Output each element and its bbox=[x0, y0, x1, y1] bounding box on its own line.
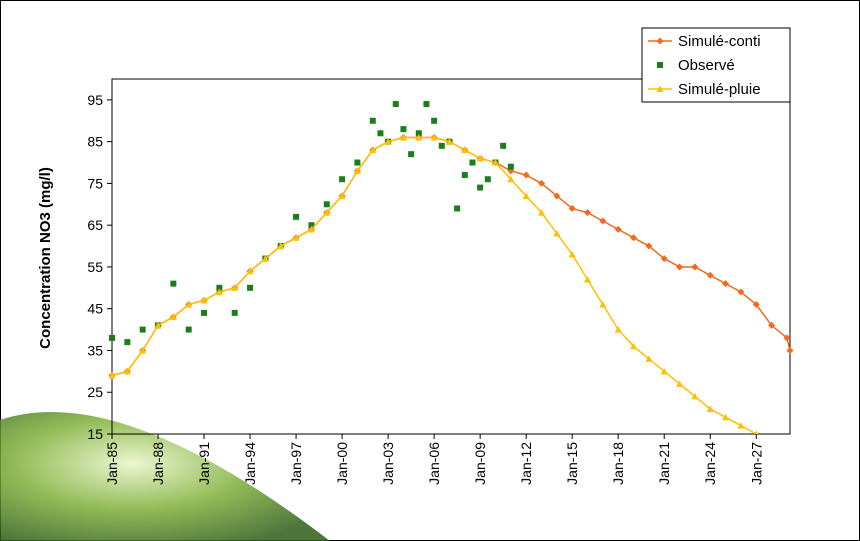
chart: Concentration NO3 (mg/l) 15 25 35 45 55 65 75 8… bbox=[0, 0, 860, 541]
y-tick-label: 45 bbox=[87, 301, 103, 317]
x-tick-label: Jan-85 bbox=[104, 442, 120, 485]
y-tick-label: 25 bbox=[87, 384, 103, 400]
y-tick-label: 95 bbox=[87, 92, 103, 108]
marker bbox=[201, 310, 207, 316]
x-tick-label: Jan-00 bbox=[334, 442, 350, 485]
marker bbox=[500, 143, 506, 149]
marker bbox=[393, 101, 399, 107]
x-tick-label: Jan-15 bbox=[564, 442, 580, 485]
legend-marker bbox=[657, 62, 663, 68]
legend-label: Simulé-conti bbox=[678, 33, 761, 50]
marker bbox=[377, 130, 383, 136]
marker bbox=[469, 160, 475, 166]
marker bbox=[232, 310, 238, 316]
x-tick-label: Jan-27 bbox=[748, 442, 764, 485]
marker bbox=[431, 118, 437, 124]
x-tick-label: Jan-09 bbox=[472, 442, 488, 485]
x-tick-label: Jan-03 bbox=[380, 442, 396, 485]
marker bbox=[400, 126, 406, 132]
marker bbox=[508, 164, 514, 170]
marker bbox=[109, 335, 115, 341]
marker bbox=[140, 327, 146, 333]
marker bbox=[454, 205, 460, 211]
marker bbox=[485, 176, 491, 182]
y-tick-label: 85 bbox=[87, 134, 103, 150]
x-tick-label: Jan-94 bbox=[242, 442, 258, 485]
legend-label: Observé bbox=[678, 57, 735, 74]
y-axis-title: Concentration NO3 (mg/l) bbox=[37, 167, 54, 349]
legend-label: Simulé-pluie bbox=[678, 81, 761, 98]
marker bbox=[247, 285, 253, 291]
marker bbox=[423, 101, 429, 107]
marker bbox=[124, 339, 130, 345]
y-tick-label: 75 bbox=[87, 175, 103, 191]
marker bbox=[186, 327, 192, 333]
x-tick-label: Jan-12 bbox=[518, 442, 534, 485]
marker bbox=[354, 160, 360, 166]
marker bbox=[339, 176, 345, 182]
x-tick-label: Jan-21 bbox=[656, 442, 672, 485]
x-tick-label: Jan-24 bbox=[702, 442, 718, 485]
marker bbox=[293, 214, 299, 220]
marker bbox=[170, 281, 176, 287]
y-tick-label: 15 bbox=[87, 426, 103, 442]
x-tick-label: Jan-88 bbox=[150, 442, 166, 485]
marker bbox=[462, 172, 468, 178]
marker bbox=[324, 201, 330, 207]
marker bbox=[370, 118, 376, 124]
marker bbox=[408, 151, 414, 157]
y-tick-label: 65 bbox=[87, 217, 103, 233]
y-tick-label: 55 bbox=[87, 259, 103, 275]
x-tick-label: Jan-06 bbox=[426, 442, 442, 485]
x-tick-label: Jan-91 bbox=[196, 442, 212, 485]
marker bbox=[477, 185, 483, 191]
x-tick-label: Jan-97 bbox=[288, 442, 304, 485]
x-tick-label: Jan-18 bbox=[610, 442, 626, 485]
y-tick-label: 35 bbox=[87, 342, 103, 358]
marker bbox=[439, 143, 445, 149]
